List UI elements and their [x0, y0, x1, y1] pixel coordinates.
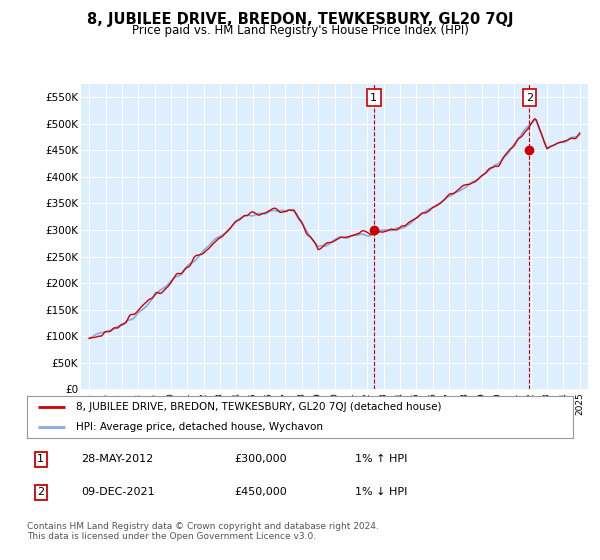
Text: HPI: Average price, detached house, Wychavon: HPI: Average price, detached house, Wych… — [76, 422, 323, 432]
Text: Price paid vs. HM Land Registry's House Price Index (HPI): Price paid vs. HM Land Registry's House … — [131, 24, 469, 37]
Text: 1: 1 — [370, 93, 377, 102]
Text: 8, JUBILEE DRIVE, BREDON, TEWKESBURY, GL20 7QJ: 8, JUBILEE DRIVE, BREDON, TEWKESBURY, GL… — [87, 12, 513, 27]
Text: 1% ↑ HPI: 1% ↑ HPI — [355, 454, 407, 464]
Text: 09-DEC-2021: 09-DEC-2021 — [82, 487, 155, 497]
Text: 2: 2 — [526, 93, 533, 102]
Text: 1% ↓ HPI: 1% ↓ HPI — [355, 487, 407, 497]
Text: £300,000: £300,000 — [235, 454, 287, 464]
Text: 28-MAY-2012: 28-MAY-2012 — [82, 454, 154, 464]
Text: £450,000: £450,000 — [235, 487, 287, 497]
Text: Contains HM Land Registry data © Crown copyright and database right 2024.
This d: Contains HM Land Registry data © Crown c… — [27, 522, 379, 542]
Text: 8, JUBILEE DRIVE, BREDON, TEWKESBURY, GL20 7QJ (detached house): 8, JUBILEE DRIVE, BREDON, TEWKESBURY, GL… — [76, 402, 442, 412]
Text: 2: 2 — [37, 487, 44, 497]
Text: 1: 1 — [37, 454, 44, 464]
